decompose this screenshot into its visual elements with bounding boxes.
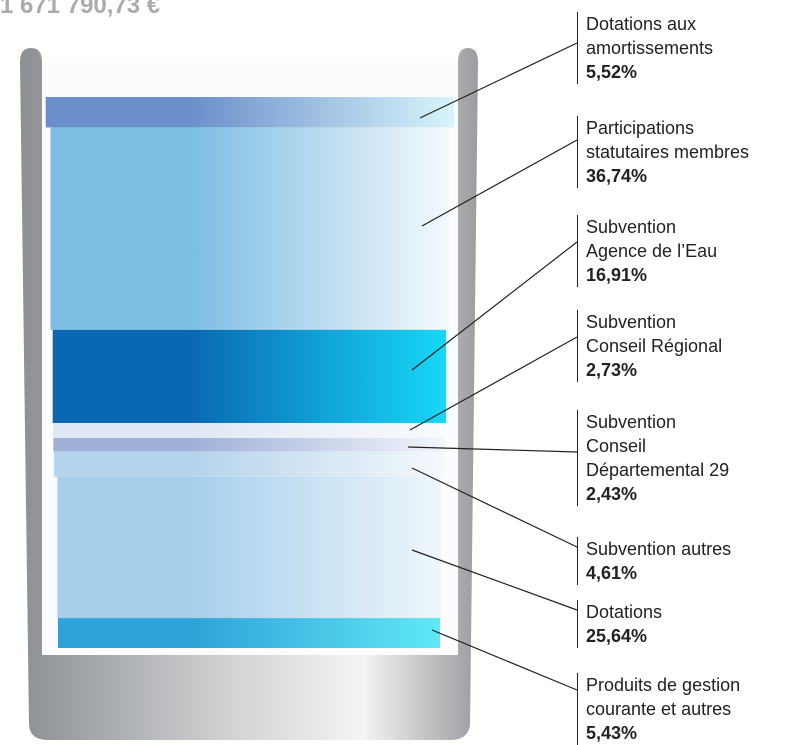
leader-line [411, 241, 578, 371]
layer [57, 476, 441, 619]
value-label: 2,43% [586, 484, 638, 504]
leader-line [431, 629, 578, 691]
layer [58, 618, 440, 648]
legend-label: Produits de gestion courante et autres [586, 675, 741, 719]
legend-label: Participations statutaires membres [586, 118, 750, 162]
value-label: 5,43% [586, 723, 638, 743]
legend-item: Subvention Agence de l’Eau 16,91% [577, 215, 786, 287]
legend-label: Dotations [586, 602, 663, 622]
legend-item: Produits de gestion courante et autres 5,… [577, 673, 786, 745]
legend-label: Subvention Conseil Régional [586, 312, 723, 356]
leader-line [411, 549, 578, 611]
legend-item: Subvention Conseil Régional 2,73% [577, 310, 786, 382]
value-label: 4,61% [586, 563, 638, 583]
legend-item: Participations statutaires membres 36,74% [577, 116, 786, 188]
value-label: 5,52% [586, 62, 638, 82]
leader-line [409, 336, 578, 431]
leader-line [421, 139, 578, 227]
legend-item: Dotations 25,64% [577, 600, 786, 648]
legend-label: Subvention Agence de l’Eau [586, 217, 718, 261]
legend-label: Subvention autres [586, 539, 732, 559]
value-label: 16,91% [586, 265, 648, 285]
layer [53, 451, 445, 477]
value-label: 36,74% [586, 166, 648, 186]
leader-line [419, 42, 578, 119]
leader-line [411, 467, 578, 548]
leader-line [407, 446, 578, 453]
chart-title: 1 671 790,73 € [0, 0, 161, 19]
legend-label: Dotations aux amortissements [586, 14, 714, 58]
value-label: 25,64% [586, 626, 648, 646]
layer [45, 97, 455, 128]
layer [50, 127, 449, 330]
layer [52, 329, 447, 423]
legend-item: Subvention Conseil Départemental 29 2,43% [577, 410, 786, 506]
legend-label: Subvention Conseil Départemental 29 [586, 412, 730, 480]
layer [53, 438, 446, 452]
legend-item: Dotations aux amortissements 5,52% [577, 12, 786, 84]
layer [53, 422, 446, 439]
value-label: 2,73% [586, 360, 638, 380]
legend-item: Subvention autres 4,61% [577, 537, 786, 585]
